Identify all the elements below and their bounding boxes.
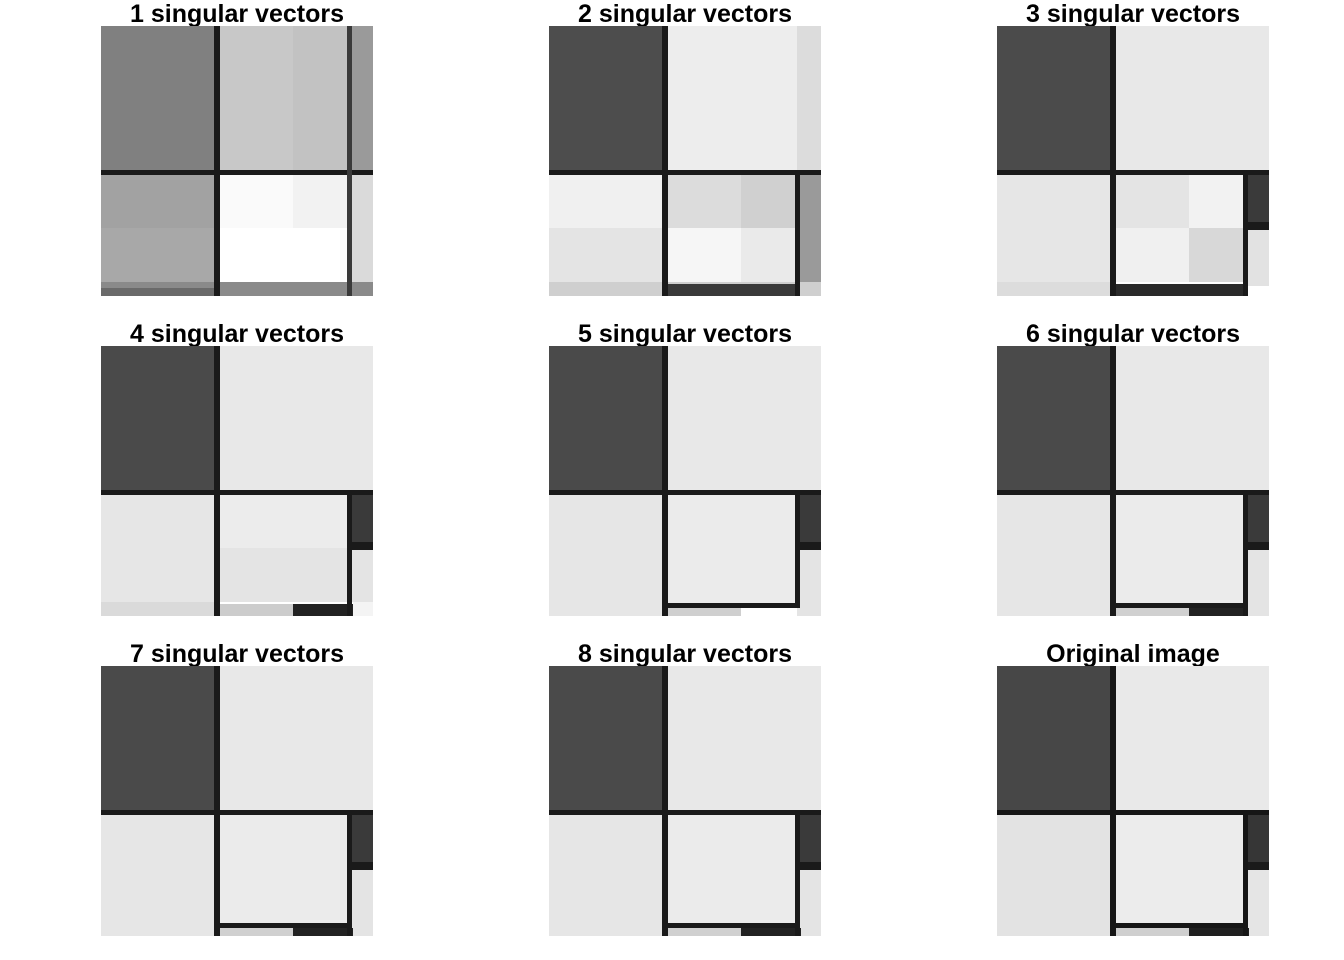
panel-title: 3 singular vectors (1026, 0, 1240, 28)
reconstruction-image (101, 346, 373, 616)
panel-rank-6: 6 singular vectors (997, 320, 1269, 616)
panel-rank-3: 3 singular vectors (997, 0, 1269, 296)
reconstruction-image (101, 26, 373, 296)
panel-title: 4 singular vectors (130, 320, 344, 348)
panel-title: 7 singular vectors (130, 640, 344, 668)
reconstruction-image (549, 26, 821, 296)
panel-rank-7: 7 singular vectors (101, 640, 373, 936)
reconstruction-image (101, 666, 373, 936)
panel-title: Original image (1046, 640, 1220, 668)
panel-rank-2: 2 singular vectors (549, 0, 821, 296)
panel-rank-5: 5 singular vectors (549, 320, 821, 616)
panel-rank-4: 4 singular vectors (101, 320, 373, 616)
panel-title: 8 singular vectors (578, 640, 792, 668)
panel-title: 5 singular vectors (578, 320, 792, 348)
panel-original: Original image (997, 640, 1269, 936)
reconstruction-image (549, 346, 821, 616)
reconstruction-image (997, 346, 1269, 616)
original-image (997, 666, 1269, 936)
panel-rank-1: 1 singular vectors (101, 0, 373, 296)
panel-title: 1 singular vectors (130, 0, 344, 28)
reconstruction-image (997, 26, 1269, 296)
panel-title: 2 singular vectors (578, 0, 792, 28)
panel-title: 6 singular vectors (1026, 320, 1240, 348)
panel-rank-8: 8 singular vectors (549, 640, 821, 936)
reconstruction-image (549, 666, 821, 936)
